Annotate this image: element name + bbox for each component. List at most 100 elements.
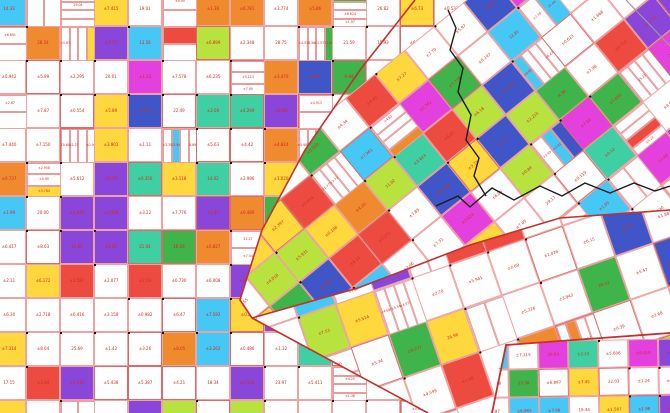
parcel[interactable]: ±6.899 <box>196 26 230 60</box>
parcel[interactable]: ±0.982 <box>127 297 162 332</box>
parcel[interactable]: 20.83 <box>537 340 569 369</box>
parcel[interactable]: ±1.556 <box>94 196 128 230</box>
parcel[interactable]: ±1.98 <box>628 394 660 413</box>
parcel[interactable]: ±4.824 <box>263 127 298 162</box>
parcel-subdivision[interactable] <box>231 61 265 73</box>
parcel-subdivision[interactable]: 15.60 <box>61 129 70 163</box>
parcel[interactable]: ±3.262 <box>195 331 230 366</box>
parcel-subdivision[interactable]: ±6.624 <box>333 10 367 19</box>
parcel-subdivision[interactable]: 8.56 <box>307 27 316 61</box>
parcel-subdivision[interactable] <box>0 44 27 61</box>
parcel[interactable]: ±6.249 <box>0 400 26 413</box>
parcel[interactable]: 28.75 <box>264 26 298 60</box>
parcel[interactable]: ±3.901 <box>94 128 128 162</box>
parcel-subdivision[interactable]: ±2.958 <box>27 163 61 175</box>
parcel[interactable]: ±3.158 <box>94 298 128 332</box>
parcel[interactable]: ±6.730 <box>162 264 196 298</box>
parcel[interactable]: ±7.25 <box>94 400 128 413</box>
parcel[interactable]: ±2.295 <box>59 59 94 94</box>
parcel[interactable]: ±3.26 <box>127 331 162 366</box>
parcel[interactable]: ±2.130 <box>230 366 264 400</box>
parcel[interactable]: 20.01 <box>93 59 128 94</box>
parcel[interactable]: ±6.47 <box>161 297 196 332</box>
parcel[interactable]: ±3.274 <box>26 400 60 413</box>
parcel[interactable]: ±6.26±6.624±1.97 <box>332 0 367 27</box>
parcel[interactable]: ±5.67 <box>60 26 95 61</box>
parcel[interactable]: ±3.44 <box>25 365 60 400</box>
parcel-subdivision[interactable]: ±0.95 <box>163 0 197 10</box>
parcel[interactable]: 26.05 <box>263 399 298 413</box>
parcel[interactable]: ±1.36 <box>196 0 230 26</box>
parcel[interactable]: ±5.99 <box>25 59 60 94</box>
parcel[interactable]: ±3.470 <box>264 60 298 94</box>
parcel[interactable]: 17.15 <box>0 366 26 400</box>
parcel[interactable]: 22.49 <box>161 93 196 128</box>
parcel[interactable]: ±5.387 <box>128 366 162 400</box>
parcel-subdivision[interactable]: ±3.35 <box>162 129 172 163</box>
parcel[interactable] <box>162 26 197 61</box>
parcel[interactable]: 14.18 <box>93 229 128 264</box>
parcel[interactable]: ±8.05 <box>161 331 196 366</box>
parcel[interactable]: ±3.35 13.94 8.89 <box>162 128 197 163</box>
parcel[interactable]: ±2.67 <box>0 94 27 129</box>
parcel[interactable]: ±0.350 <box>128 162 162 196</box>
parcel[interactable]: ±5.411 <box>297 365 332 400</box>
parcel[interactable]: 18.34 <box>196 366 230 400</box>
parcel[interactable]: 21.04 <box>128 230 162 264</box>
parcel-subdivision[interactable] <box>163 44 197 61</box>
parcel[interactable]: 16.19 <box>162 230 196 264</box>
parcel[interactable]: 25.69 <box>59 331 94 366</box>
parcel[interactable]: ±2.00 <box>195 93 230 128</box>
parcel[interactable]: ±2.718 <box>26 298 60 332</box>
parcel[interactable] <box>26 0 61 27</box>
parcel[interactable]: ±2.996 <box>229 161 264 196</box>
parcel[interactable]: 20.00 <box>25 195 60 230</box>
parcel[interactable]: ±3.118 <box>162 162 196 196</box>
parcel[interactable]: ±0.489 <box>230 196 264 230</box>
parcel[interactable]: ±2.958 ±0.90 ±3.784 <box>25 161 61 197</box>
parcel[interactable]: ±7.776 <box>162 196 196 230</box>
parcel[interactable]: ±6.235 <box>196 60 230 94</box>
parcel[interactable]: ±6.897 <box>538 368 569 397</box>
parcel[interactable]: ±4.53 8.56 ±1.577 11.66 <box>297 25 333 61</box>
parcel[interactable]: ±5.606 <box>597 339 629 368</box>
parcel-subdivision[interactable]: ±4.53 <box>298 27 308 61</box>
parcel-subdivision[interactable]: ±5.113 <box>231 72 265 84</box>
parcel[interactable]: ±2.348 <box>230 26 264 60</box>
parcel[interactable]: ±1.42 <box>93 331 128 366</box>
parcel[interactable]: ±6.008 <box>196 264 230 298</box>
parcel[interactable]: ±1.87 <box>196 196 230 230</box>
parcel-subdivision[interactable]: ±4.913 <box>299 95 333 112</box>
parcel[interactable]: ±3.20 <box>127 93 162 128</box>
parcel-subdivision[interactable] <box>78 27 87 61</box>
parcel-subdivision[interactable] <box>333 1 367 10</box>
parcel[interactable]: 23.97 <box>263 365 298 400</box>
parcel-subdivision[interactable] <box>27 0 44 27</box>
parcel[interactable]: ±1.11 <box>128 128 162 162</box>
parcel[interactable]: ±4.269 <box>229 93 264 128</box>
parcel[interactable]: ±2.077 <box>93 263 128 298</box>
parcel[interactable]: ±2.11 <box>0 264 26 298</box>
parcel[interactable]: 19.44 <box>568 395 600 413</box>
parcel[interactable]: ±6.30 <box>0 298 26 332</box>
parcel[interactable]: 28.54 <box>25 25 60 60</box>
parcel[interactable]: ±2.15 <box>567 339 599 369</box>
parcel[interactable]: ±3.774 <box>264 0 298 26</box>
parcel[interactable]: ±7.17 <box>94 26 128 60</box>
parcel[interactable]: ±5.113 ±7.90 <box>229 59 265 95</box>
parcel[interactable]: ±5.438 <box>94 366 128 400</box>
parcel[interactable]: ±7.115 <box>507 340 539 370</box>
parcel[interactable]: ±7.578 <box>161 59 196 94</box>
parcel[interactable]: ±0.737 <box>0 162 26 196</box>
parcel[interactable]: ±2.863 <box>658 366 670 395</box>
parcel[interactable]: ±4.98 <box>264 94 298 128</box>
parcel[interactable]: ±5.15 <box>94 162 128 196</box>
parcel[interactable]: ±6.781 <box>230 0 264 26</box>
parcel[interactable]: ±4.58 <box>658 394 670 413</box>
parcel[interactable]: ±5.612 <box>59 161 94 196</box>
parcel[interactable]: ±6.883 <box>508 396 540 413</box>
parcel[interactable]: ±3.348 <box>162 400 196 413</box>
parcel[interactable]: ±6.691 <box>0 26 27 61</box>
parcel[interactable]: ±2.645 <box>59 195 94 230</box>
